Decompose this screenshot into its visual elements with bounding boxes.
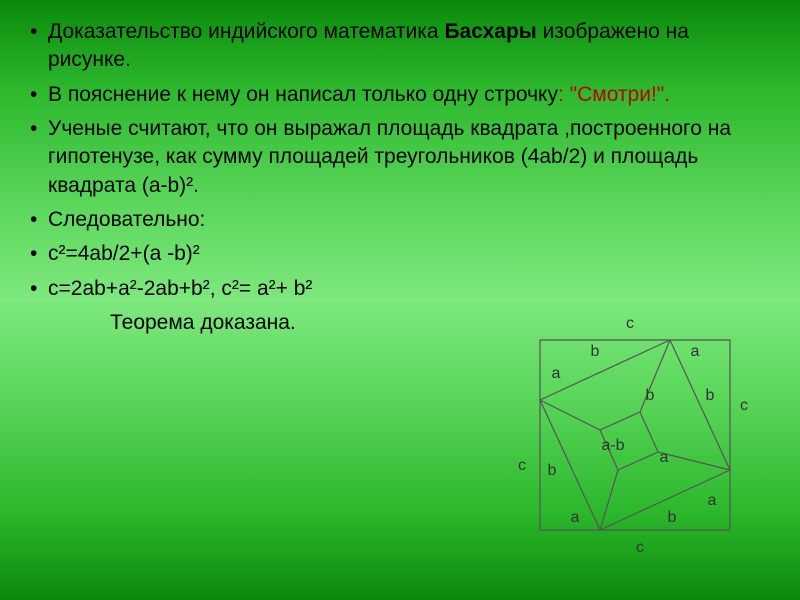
slide-content: Доказательство индийского математика Бас…	[0, 0, 800, 337]
svg-text:b: b	[706, 387, 715, 404]
bullet-5: c²=4ab/2+(a -b)²	[30, 240, 770, 268]
svg-text:c: c	[518, 457, 526, 474]
svg-text:c: c	[636, 539, 644, 556]
svg-text:b: b	[646, 387, 655, 404]
bullet-6: c=2ab+a²-2ab+b², c²= a²+ b²	[30, 275, 770, 303]
text: Следовательно:	[48, 208, 205, 231]
svg-text:a: a	[660, 449, 669, 466]
svg-text:b: b	[591, 343, 600, 360]
bullet-1: Доказательство индийского математика Бас…	[30, 18, 770, 75]
diagram-svg: c c c c b b b b a a a a b a a-b	[500, 300, 770, 570]
text: c=2ab+a²-2ab+b², c²= a²+ b²	[48, 277, 312, 300]
svg-text:b: b	[668, 509, 677, 526]
svg-text:a-b: a-b	[601, 437, 624, 454]
bold-text: Басхары	[444, 20, 536, 43]
svg-text:c: c	[740, 397, 748, 414]
svg-text:a: a	[708, 492, 717, 509]
text: Доказательство индийского математика	[48, 20, 444, 43]
bhaskara-diagram: c c c c b b b b a a a a b a a-b	[500, 300, 770, 570]
svg-text:c: c	[626, 315, 634, 332]
svg-text:a: a	[552, 365, 561, 382]
svg-text:a: a	[691, 343, 700, 360]
bullet-list: Доказательство индийского математика Бас…	[30, 18, 770, 303]
svg-text:a: a	[571, 509, 580, 526]
bullet-3: Ученые считают, что он выражал площадь к…	[30, 115, 770, 200]
text: c²=4ab/2+(a -b)²	[48, 242, 200, 265]
red-text: : "Смотри!".	[558, 83, 670, 106]
bullet-4: Следовательно:	[30, 206, 770, 234]
bullet-2: В пояснение к нему он написал только одн…	[30, 81, 770, 109]
svg-text:b: b	[548, 462, 557, 479]
text: В пояснение к нему он написал только одн…	[48, 83, 558, 106]
text: Ученые считают, что он выражал площадь к…	[48, 117, 731, 197]
